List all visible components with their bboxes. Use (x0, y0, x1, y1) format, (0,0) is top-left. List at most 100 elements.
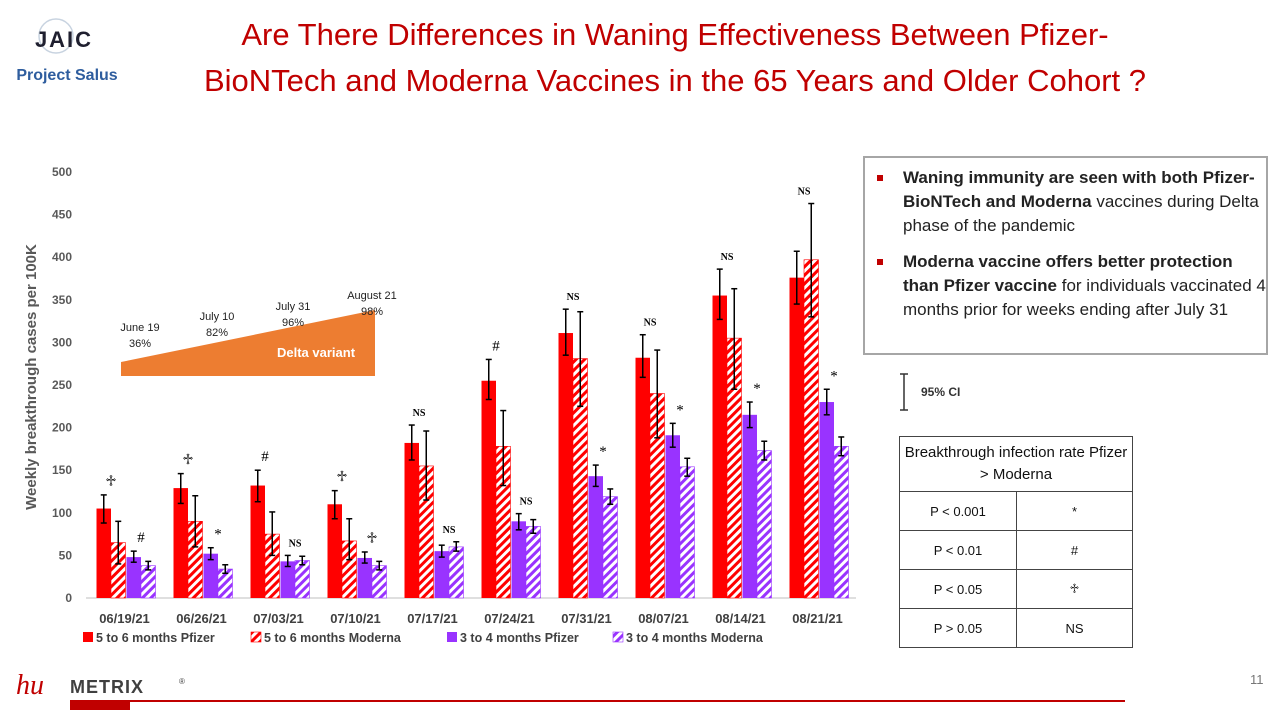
humetrix-logo: hu METRIX ® (16, 670, 1125, 710)
breakthrough-bar-chart: Weekly breakthrough cases per 100K Delta… (23, 165, 856, 645)
significance-label: * (753, 381, 761, 397)
p-value-cell: P > 0.05 (899, 608, 1017, 648)
x-tick-label: 08/07/21 (638, 611, 689, 626)
significance-label: ♱ (105, 474, 116, 490)
chart-bar (203, 553, 218, 598)
y-tick-label: 450 (52, 208, 72, 222)
chart-bar (280, 561, 295, 598)
significance-label: * (676, 402, 684, 418)
x-tick-label: 08/14/21 (715, 611, 766, 626)
page-title: Are There Differences in Waning Effectiv… (140, 12, 1210, 104)
significance-label: * (830, 368, 838, 384)
delta-date-label: June 19 (120, 322, 159, 334)
page-number: 11 (1250, 672, 1264, 687)
humetrix-logo-hu: hu (16, 670, 44, 701)
chart-bar (742, 414, 757, 598)
chart-bar (404, 442, 419, 598)
chart-bar (789, 277, 804, 598)
legend-swatch (612, 631, 624, 643)
y-tick-label: 150 (52, 463, 72, 477)
delta-pct-label: 36% (129, 338, 151, 350)
jaic-logo-text: JAIC (35, 27, 93, 52)
chart-bar (819, 402, 834, 598)
significance-label: NS (721, 252, 734, 263)
y-tick-label: 100 (52, 506, 72, 520)
title-line-2: BioNTech and Moderna Vaccines in the 65 … (203, 63, 1147, 98)
finding-2-bold: Moderna vaccine offers better protection… (903, 252, 1233, 295)
chart-bar (173, 488, 188, 598)
legend-label: 3 to 4 months Moderna (626, 631, 764, 645)
significance-label: NS (520, 497, 533, 508)
y-tick-label: 250 (52, 378, 72, 392)
significance-label: NS (798, 187, 811, 198)
chart-bar (126, 557, 141, 598)
significance-label: # (137, 530, 145, 546)
delta-pct-label: 82% (206, 327, 228, 339)
humetrix-logo-registered: ® (179, 677, 185, 686)
ci-legend-icon (900, 373, 908, 411)
chart-bar (481, 380, 496, 598)
x-tick-label: 07/31/21 (561, 611, 612, 626)
y-tick-label: 200 (52, 421, 72, 435)
project-label: Project Salus (16, 67, 118, 84)
chart-bar (511, 521, 526, 598)
y-tick-label: 0 (65, 591, 72, 605)
delta-band-shape (121, 310, 375, 376)
chart-bar (294, 560, 310, 599)
significance-table: Breakthrough infection rate Pfizer > Mod… (899, 436, 1133, 648)
chart-bar (434, 551, 449, 598)
significance-label: NS (443, 525, 456, 536)
significance-label: ♱ (182, 453, 193, 469)
significance-label: NS (567, 292, 580, 303)
jaic-logo: JAIC (35, 18, 93, 54)
x-tick-label: 08/21/21 (792, 611, 843, 626)
chart-bar (448, 546, 464, 599)
table-row: P < 0.001 * (899, 491, 1133, 531)
symbol-cell: * (1016, 491, 1133, 531)
footer-rule (70, 700, 1125, 702)
chart-bar (665, 435, 680, 598)
p-value-cell: P < 0.01 (899, 530, 1017, 570)
chart-bar (635, 357, 650, 598)
chart-bar (96, 508, 111, 598)
x-tick-label: 06/26/21 (176, 611, 227, 626)
footer-accent-block (70, 702, 130, 710)
x-tick-label: 07/03/21 (253, 611, 304, 626)
title-line-1: Are There Differences in Waning Effectiv… (241, 17, 1109, 52)
finding-bullet-2: Moderna vaccine offers better protection… (877, 250, 1268, 322)
symbol-cell: NS (1016, 608, 1133, 648)
chart-bar (357, 557, 372, 598)
x-tick-label: 06/19/21 (99, 611, 150, 626)
legend-label: 5 to 6 months Pfizer (96, 631, 215, 645)
delta-date-label: July 31 (276, 301, 311, 313)
legend-swatch (250, 631, 262, 643)
y-tick-label: 350 (52, 293, 72, 307)
finding-2-rest: for individuals vaccinated 4 months prio… (903, 276, 1266, 319)
delta-band-label: Delta variant (277, 345, 356, 360)
key-findings-box: Waning immunity are seen with both Pfize… (863, 156, 1268, 355)
significance-label: * (214, 527, 222, 543)
y-tick-label: 300 (52, 335, 72, 349)
legend-label: 3 to 4 months Pfizer (460, 631, 579, 645)
delta-date-label: August 21 (347, 290, 397, 302)
finding-1-bold: Waning immunity are seen with both Pfize… (903, 168, 1255, 211)
chart-bar (679, 466, 695, 599)
significance-label: ♱ (366, 531, 377, 547)
significance-label: ♱ (336, 470, 347, 486)
chart-bar (756, 450, 772, 599)
bullet-marker (877, 175, 883, 181)
bullet-marker (877, 259, 883, 265)
significance-label: # (492, 338, 500, 354)
y-tick-label: 400 (52, 250, 72, 264)
y-tick-label: 500 (52, 165, 72, 179)
significance-label: NS (644, 318, 657, 329)
x-tick-label: 07/24/21 (484, 611, 535, 626)
y-axis-title: Weekly breakthrough cases per 100K (23, 244, 40, 510)
significance-label: # (261, 449, 269, 465)
delta-variant-band: Delta variant June 19 36% July 10 82% July 3… (120, 290, 397, 376)
p-value-cell: P < 0.05 (899, 569, 1017, 609)
chart-bar (588, 476, 603, 598)
legend-label: 5 to 6 months Moderna (264, 631, 402, 645)
table-row: P < 0.01 # (899, 530, 1133, 570)
significance-label: NS (289, 538, 302, 549)
